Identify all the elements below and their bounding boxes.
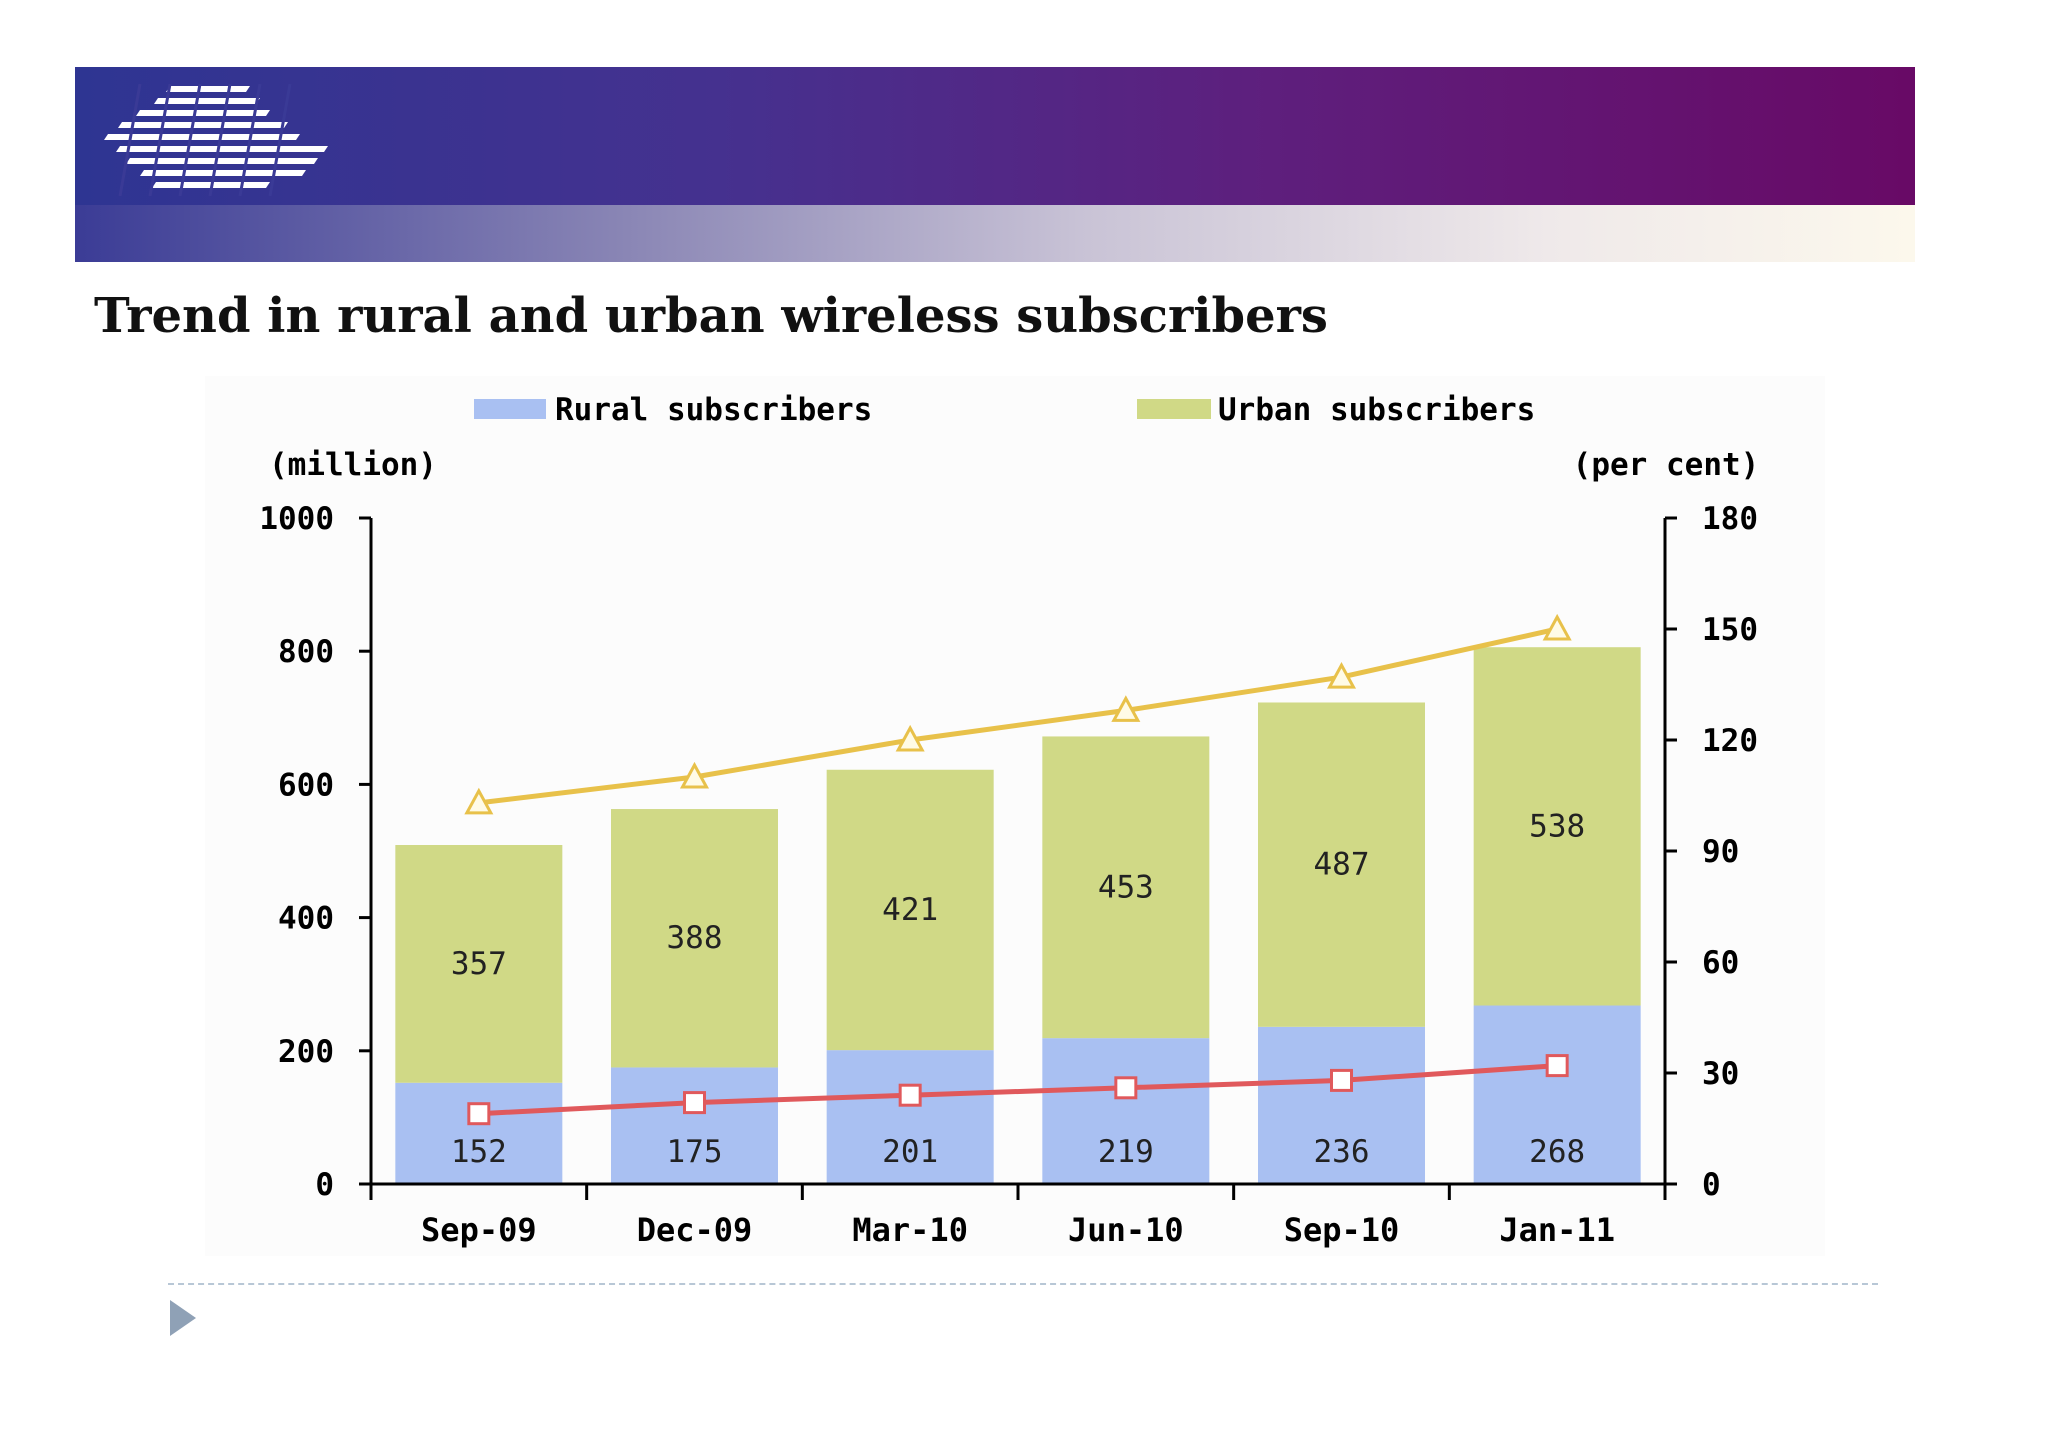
bar-urban-sep-09	[395, 845, 563, 1083]
y-tick-label-right: 30	[1702, 1056, 1739, 1092]
line-marker-triangle	[1542, 613, 1572, 641]
x-tick-label: Sep-10	[1284, 1211, 1400, 1249]
data-label-urban: 357	[451, 946, 507, 982]
data-label-urban: 421	[882, 892, 938, 928]
data-label-urban: 388	[667, 920, 723, 956]
data-label-urban: 538	[1529, 808, 1585, 844]
bar-urban-sep-10	[1258, 702, 1425, 1027]
line-marker-square	[898, 1083, 922, 1107]
line-marker-triangle	[464, 787, 494, 815]
bar-rural-sep-10	[1258, 1026, 1425, 1184]
legend-label-urban: Urban subscribers	[1218, 392, 1535, 428]
y-tick-label-left: 200	[278, 1034, 334, 1070]
y-tick-label-right: 60	[1702, 945, 1739, 981]
bar-urban-mar-10	[826, 769, 994, 1051]
slide-title: Trend in rural and urban wireless subscr…	[94, 288, 1328, 344]
x-tick-label: Mar-10	[852, 1211, 968, 1249]
bar-urban-jan-11	[1473, 647, 1641, 1006]
bar-rural-sep-09	[395, 1082, 563, 1184]
line-marker-triangle	[895, 724, 925, 752]
legend-label-rural: Rural subscribers	[555, 392, 872, 428]
line-marker-square	[1114, 1076, 1138, 1100]
data-label-rural: 152	[451, 1134, 507, 1170]
y-tick-label-left: 800	[278, 634, 334, 670]
y-axis-title-right: (per cent)	[1573, 447, 1760, 483]
data-label-urban: 487	[1314, 847, 1370, 883]
legend-swatch-urban	[1137, 399, 1211, 419]
x-tick-label: Jun-10	[1068, 1211, 1184, 1249]
line-marker-square	[683, 1091, 706, 1115]
data-label-rural: 219	[1098, 1134, 1154, 1170]
y-tick-label-right: 0	[1702, 1167, 1721, 1203]
bar-rural-dec-09	[611, 1067, 778, 1184]
y-tick-label-left: 600	[278, 767, 334, 803]
data-label-rural: 201	[882, 1134, 938, 1170]
y-tick-label-right: 90	[1702, 834, 1739, 870]
line-marker-triangle	[1326, 661, 1357, 689]
y-tick-label-left: 1000	[259, 501, 334, 537]
data-label-urban: 453	[1098, 869, 1154, 905]
line-series-square	[478, 1063, 1558, 1117]
company-logo	[104, 84, 328, 196]
data-label-rural: 175	[667, 1134, 723, 1170]
line-series-triangle	[478, 626, 1558, 806]
x-tick-label: Dec-09	[637, 1211, 753, 1249]
line-marker-square	[1330, 1068, 1353, 1092]
header-banner-fade	[75, 205, 1915, 262]
bar-urban-dec-09	[611, 809, 778, 1068]
bar-rural-jan-11	[1473, 1005, 1641, 1184]
line-marker-triangle	[679, 761, 710, 789]
bar-urban-jun-10	[1042, 736, 1210, 1039]
y-tick-label-left: 0	[315, 1167, 334, 1203]
y-axis-title-left: (million)	[269, 447, 437, 483]
x-tick-label: Sep-09	[421, 1211, 537, 1249]
data-label-rural: 236	[1314, 1134, 1370, 1170]
y-tick-label-left: 400	[278, 901, 334, 937]
line-marker-triangle	[1111, 695, 1141, 722]
header-banner	[75, 67, 1915, 205]
line-marker-square	[1545, 1054, 1569, 1078]
data-label-rural: 268	[1529, 1134, 1585, 1170]
y-tick-label-right: 180	[1702, 501, 1758, 537]
bar-rural-mar-10	[826, 1050, 994, 1184]
y-tick-label-right: 150	[1702, 612, 1758, 648]
bar-rural-jun-10	[1042, 1038, 1210, 1184]
line-marker-square	[467, 1102, 491, 1126]
y-tick-label-right: 120	[1702, 723, 1758, 759]
bullet-arrow-icon	[170, 1300, 196, 1336]
legend-swatch-rural	[474, 399, 546, 419]
x-tick-label: Jan-11	[1499, 1211, 1615, 1249]
footer-divider	[168, 1283, 1878, 1285]
